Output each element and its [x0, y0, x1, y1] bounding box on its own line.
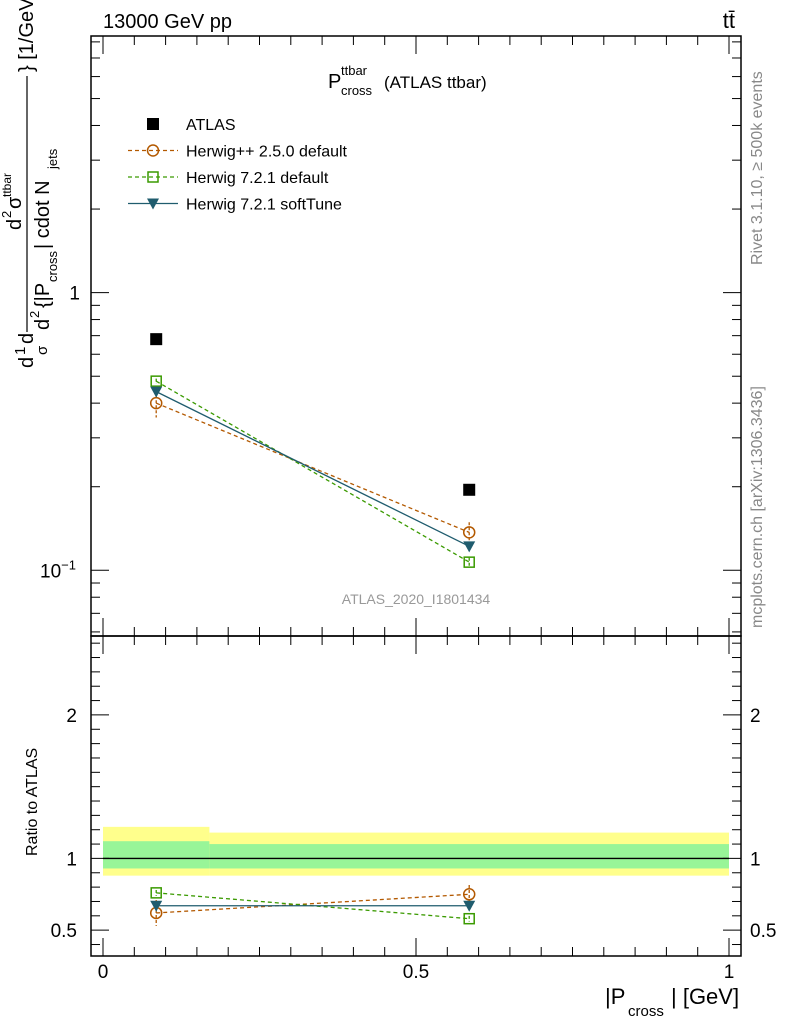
y-tick-label: 1 [69, 284, 80, 305]
legend-marker [147, 171, 159, 183]
svg-text:| [GeV]: | [GeV] [671, 984, 739, 1009]
svg-text:} [1/GeV]: } [1/GeV] [16, 0, 38, 72]
legend-label: ATLAS [186, 117, 236, 134]
ratio-y-tick-label-right: 1 [750, 849, 761, 870]
svg-text:1: 1 [12, 347, 29, 355]
data-point [150, 386, 163, 398]
main-y-axis-label: d 1 σ d d 2 σ ttbar d 2 {|P cross | cdot… [0, 0, 60, 368]
svg-text:σ: σ [34, 345, 51, 355]
svg-text:σ: σ [4, 196, 26, 209]
svg-text:| cdot N: | cdot N [32, 180, 54, 249]
energy-label: 13000 GeV pp [103, 11, 232, 33]
svg-text:d: d [32, 319, 54, 330]
ratio-plot-frame [90, 635, 742, 957]
y-tick-label: 10−1 [40, 557, 76, 582]
ratio-axis-ticks: 0.5 0.5 1 1 2 2 0 0.5 1 [51, 636, 776, 983]
band-green [103, 841, 210, 869]
svg-text:jets: jets [45, 148, 60, 170]
ratio-series-line [156, 893, 470, 914]
svg-text:d: d [16, 357, 38, 368]
series-line [155, 402, 470, 533]
svg-text:ttbar: ttbar [0, 173, 14, 197]
legend-label: Herwig 7.2.1 softTune [186, 197, 342, 214]
ratio-data-point [463, 900, 476, 912]
data-point [463, 541, 476, 553]
ratio-y-tick-label-right: 0.5 [750, 921, 776, 942]
legend-label: Herwig++ 2.5.0 default [186, 144, 348, 161]
process-label: tt̄ [723, 8, 735, 33]
plot-title-sub: cross [341, 83, 373, 98]
ratio-data-point [462, 888, 476, 901]
data-point [462, 526, 476, 539]
plot-title-rest: (ATLAS ttbar) [384, 73, 487, 92]
legend-marker [147, 198, 159, 210]
svg-text:2: 2 [27, 311, 42, 318]
svg-text:cross: cross [628, 1003, 664, 1020]
ratio-uncertainty-bands [103, 826, 730, 876]
ratio-y-tick-label: 1 [66, 849, 77, 870]
main-data-marks [149, 333, 476, 568]
main-axis-ticks: 10−1 1 [40, 36, 741, 636]
plot-title: P [328, 71, 341, 93]
mcplots-label: mcplots.cern.ch [arXiv:1306.3436] [749, 386, 766, 628]
band-green [209, 844, 730, 869]
series-line [155, 380, 470, 563]
ratio-data-point [150, 900, 163, 912]
data-point [150, 333, 163, 346]
main-plot-panel: 10−1 1 P ttbar cross (ATLAS ttbar) ATLAS_… [0, 0, 742, 637]
x-axis-label: |P cross | [GeV] [605, 984, 739, 1020]
main-series-lines [155, 380, 470, 563]
svg-text:d: d [4, 219, 26, 230]
data-point [150, 375, 162, 387]
svg-text:|P: |P [605, 984, 625, 1009]
svg-text:cross: cross [45, 250, 60, 282]
series-line [155, 391, 470, 547]
ratio-series-lines [156, 892, 470, 920]
ratio-data-marks [149, 884, 476, 926]
data-point [463, 556, 475, 568]
x-tick-label: 0 [98, 962, 109, 983]
ratio-y-tick-label: 2 [66, 706, 77, 727]
analysis-id: ATLAS_2020_I1801434 [342, 591, 491, 607]
ratio-y-tick-label: 0.5 [51, 921, 77, 942]
rivet-label: Rivet 3.1.10, ≥ 500k events [749, 71, 766, 265]
ratio-y-tick-label-right: 2 [750, 706, 761, 727]
ratio-data-point [463, 912, 475, 925]
ratio-y-axis-label: Ratio to ATLAS [24, 748, 41, 856]
plot-title-sup: ttbar [341, 63, 368, 78]
legend-marker [146, 144, 160, 157]
x-tick-label: 0.5 [403, 962, 429, 983]
ratio-plot-panel: 0.5 0.5 1 1 2 2 0 0.5 1 Ratio to ATLAS |P cross … [24, 635, 776, 1020]
data-point [463, 483, 476, 496]
svg-text:2: 2 [0, 211, 14, 218]
legend: ATLAS Herwig++ 2.5.0 default Herwig 7.2.1 … [128, 117, 348, 214]
svg-text:{|P: {|P [32, 283, 54, 308]
svg-text:d: d [16, 333, 38, 344]
ratio-data-point [150, 887, 162, 899]
legend-label: Herwig 7.2.1 default [186, 170, 329, 187]
x-tick-label: 1 [724, 962, 735, 983]
legend-marker [147, 118, 159, 130]
